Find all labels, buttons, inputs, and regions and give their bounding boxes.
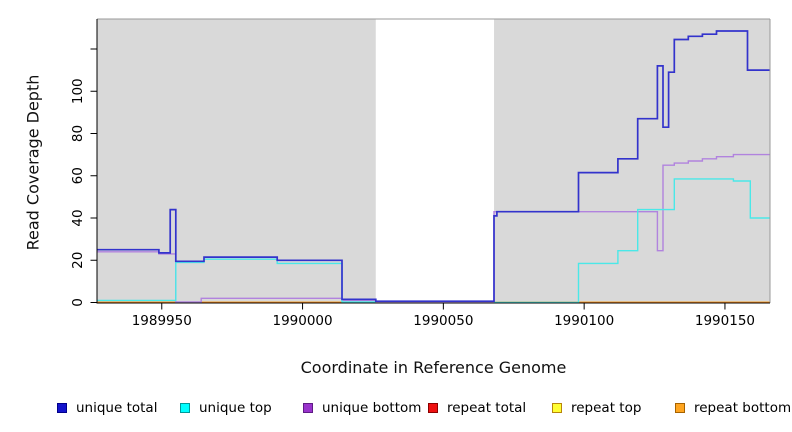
- legend: unique total unique top unique bottom repea…: [0, 399, 792, 419]
- legend-item-repeat-top: repeat top: [552, 399, 641, 417]
- x-tick-label: 1990100: [554, 313, 614, 329]
- legend-item-unique-top: unique top: [180, 399, 272, 417]
- y-tick-label: 80: [70, 125, 86, 142]
- y-tick-label: 40: [70, 209, 86, 226]
- legend-label-unique-total: unique total: [76, 400, 158, 416]
- x-axis-title: Coordinate in Reference Genome: [300, 358, 567, 377]
- y-tick-label: 0: [70, 298, 86, 307]
- legend-label-unique-bottom: unique bottom: [322, 400, 422, 416]
- series-line-unique-total: [97, 30, 770, 303]
- legend-item-repeat-bottom: repeat bottom: [675, 399, 791, 417]
- legend-swatch-repeat-bottom: [675, 403, 685, 413]
- legend-label-repeat-bottom: repeat bottom: [694, 400, 792, 416]
- legend-swatch-unique-top: [180, 403, 190, 413]
- legend-label-repeat-top: repeat top: [571, 400, 642, 416]
- legend-label-repeat-total: repeat total: [447, 400, 527, 416]
- masked-region: [375, 19, 495, 303]
- y-tick-label: 60: [70, 167, 86, 184]
- y-axis-title: Read Coverage Depth: [23, 74, 43, 251]
- y-tick-label: 20: [70, 252, 86, 269]
- legend-label-unique-top: unique top: [199, 400, 272, 416]
- legend-swatch-repeat-top: [552, 403, 562, 413]
- legend-swatch-unique-bottom: [303, 403, 313, 413]
- x-tick-label: 1990050: [413, 313, 473, 329]
- legend-item-unique-total: unique total: [57, 399, 157, 417]
- x-tick-label: 1990150: [695, 313, 755, 329]
- legend-item-repeat-total: repeat total: [428, 399, 526, 417]
- legend-swatch-unique-total: [57, 403, 67, 413]
- series-line-unique-bottom: [97, 153, 770, 303]
- y-tick-label: 100: [70, 78, 86, 104]
- legend-swatch-repeat-total: [428, 403, 438, 413]
- series-line-unique-top: [494, 178, 770, 304]
- legend-item-unique-bottom: unique bottom: [303, 399, 421, 417]
- x-tick-label: 1990000: [272, 313, 332, 329]
- x-tick-label: 1989950: [132, 313, 192, 329]
